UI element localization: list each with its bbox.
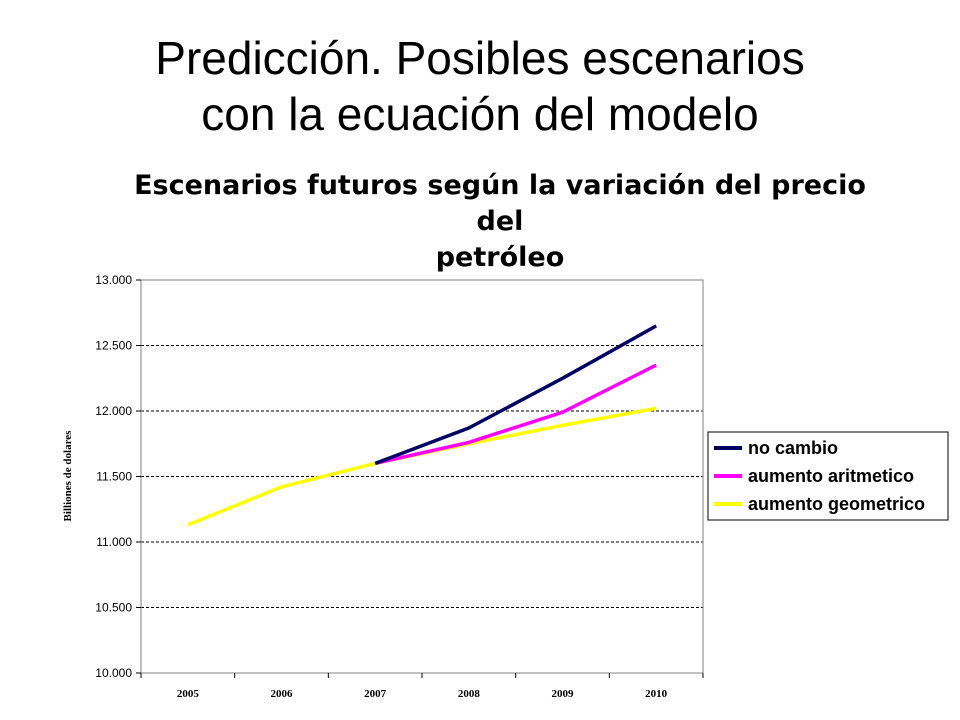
series-lines <box>187 324 658 527</box>
series-line-1 <box>374 324 658 466</box>
chart-title-line-1: Escenarios futuros según la variación de… <box>134 170 866 237</box>
y-tick-label: 11.500 <box>96 470 132 484</box>
x-tick-label: 2007 <box>364 688 387 700</box>
series-line-2 <box>374 363 657 466</box>
y-tick-label: 13.000 <box>95 273 132 287</box>
chart-title-line-2: petróleo <box>435 242 565 273</box>
x-tick-label: 2010 <box>645 688 668 700</box>
series-line-3 <box>187 406 657 527</box>
legend-label: aumento geometrico <box>748 494 925 514</box>
y-tick-label: 11.000 <box>96 535 132 549</box>
x-tick-label: 2009 <box>552 688 575 700</box>
y-tick-label: 12.500 <box>95 339 132 353</box>
legend: no cambio aumento aritmetico aumento geome… <box>707 431 949 521</box>
legend-box <box>707 431 949 521</box>
y-tick-label: 12.000 <box>95 404 132 418</box>
slide-title: Predicción. Posibles escenarios con la e… <box>40 30 920 142</box>
y-tick-label: 10.000 <box>95 666 132 680</box>
y-tick-label: 10.500 <box>95 601 132 615</box>
chart-title: Escenarios futuros según la variación de… <box>130 168 870 276</box>
x-tick-label: 2005 <box>177 688 200 700</box>
x-tick-label: 2008 <box>458 688 481 700</box>
slide-title-line-1: Predicción. Posibles escenarios <box>155 32 805 84</box>
x-tick-label: 2006 <box>271 688 294 700</box>
y-axis-label: Billiones de dolares <box>62 430 74 522</box>
axes: 10.000 10.500 11.000 11.500 12.000 12.500 13.0… <box>95 273 704 700</box>
legend-label: aumento aritmetico <box>748 466 914 486</box>
slide-title-line-2: con la ecuación del modelo <box>201 88 759 140</box>
legend-label: no cambio <box>748 438 838 458</box>
gridlines <box>141 345 703 608</box>
